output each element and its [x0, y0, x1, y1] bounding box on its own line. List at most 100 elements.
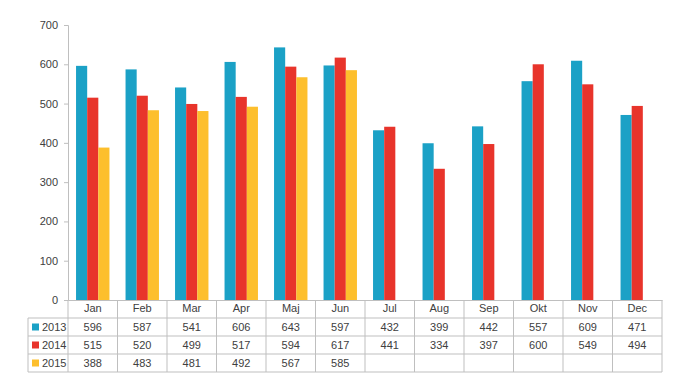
table-value: 397: [480, 339, 498, 351]
x-tick: Jul: [383, 300, 397, 314]
y-tick-mark: [64, 143, 68, 144]
bar: [87, 98, 98, 300]
table-value: 541: [183, 321, 201, 333]
data-table: 2013596587541606643597432399442557609471…: [28, 300, 662, 372]
table-value: 441: [381, 339, 399, 351]
table-value: 494: [628, 339, 646, 351]
table-value: 442: [480, 321, 498, 333]
bar: [285, 67, 296, 300]
x-tick-label: Jul: [383, 302, 397, 314]
bar: [197, 111, 208, 300]
table-value: 492: [232, 357, 250, 369]
y-tick-label: 0: [52, 294, 58, 306]
table-value: 515: [84, 339, 102, 351]
y-tick: 400: [40, 137, 68, 149]
x-tick: Aug: [429, 300, 449, 314]
bar: [335, 58, 346, 300]
y-tick-mark: [64, 182, 68, 183]
y-tick-label: 700: [40, 19, 58, 31]
x-tick-label: Aug: [429, 302, 449, 314]
table-line: [612, 300, 613, 372]
table-value: 432: [381, 321, 399, 333]
legend-key: [32, 360, 39, 367]
table-value: 609: [579, 321, 597, 333]
y-tick: 0: [52, 294, 68, 306]
x-tick: Maj: [282, 300, 300, 314]
bar: [384, 127, 395, 300]
table-line: [28, 318, 662, 319]
x-tick-label: Okt: [530, 302, 547, 314]
legend-label: 2014: [42, 339, 66, 351]
y-tick-mark: [64, 300, 68, 301]
y-tick-mark: [64, 64, 68, 65]
table-value: 549: [579, 339, 597, 351]
table-value: 597: [331, 321, 349, 333]
table-line: [464, 300, 465, 372]
x-tick: Dec: [627, 300, 647, 314]
bar: [296, 77, 307, 300]
table-line: [28, 318, 29, 372]
bar: [324, 65, 335, 300]
y-tick-label: 400: [40, 137, 58, 149]
x-tick-label: Mar: [182, 302, 201, 314]
y-tick-label: 100: [40, 255, 58, 267]
table-value: 617: [331, 339, 349, 351]
x-tick-label: Sep: [479, 302, 499, 314]
table-value: 334: [430, 339, 448, 351]
bar: [571, 61, 582, 300]
x-tick-label: Nov: [578, 302, 598, 314]
table-line: [266, 300, 267, 372]
bar: [621, 115, 632, 300]
table-line: [414, 300, 415, 372]
y-tick-mark: [64, 104, 68, 105]
bar: [175, 87, 186, 300]
table-line: [167, 300, 168, 372]
bar: [236, 97, 247, 300]
x-tick: Apr: [233, 300, 250, 314]
bar: [247, 107, 258, 300]
table-value: 606: [232, 321, 250, 333]
x-tick-label: Apr: [233, 302, 250, 314]
y-tick: 600: [40, 58, 68, 70]
bar: [137, 96, 148, 300]
table-value: 594: [282, 339, 300, 351]
table-value: 520: [133, 339, 151, 351]
x-tick: Feb: [133, 300, 152, 314]
table-value: 499: [183, 339, 201, 351]
table-line: [28, 336, 662, 337]
x-tick-label: Jan: [84, 302, 102, 314]
table-line: [28, 372, 662, 373]
y-tick-label: 300: [40, 176, 58, 188]
bar: [632, 106, 643, 300]
bar: [522, 81, 533, 300]
y-axis-line: [64, 26, 69, 301]
legend-label: 2015: [42, 357, 66, 369]
table-line: [28, 354, 662, 355]
table-value: 557: [529, 321, 547, 333]
table-value: 481: [183, 357, 201, 369]
y-tick: 300: [40, 176, 68, 188]
legend-label: 2013: [42, 321, 66, 333]
y-tick: 500: [40, 98, 68, 110]
y-tick: 100: [40, 255, 68, 267]
bar: [533, 64, 544, 300]
y-tick-mark: [64, 25, 68, 26]
table-value: 567: [282, 357, 300, 369]
bars: [76, 47, 643, 300]
table-value: 596: [84, 321, 102, 333]
y-tick-label: 200: [40, 215, 58, 227]
y-tick: 700: [40, 19, 68, 31]
bar: [346, 70, 357, 300]
legend-key: [32, 324, 39, 331]
bar: [373, 130, 384, 300]
table-value: 483: [133, 357, 151, 369]
bar: [472, 126, 483, 300]
table-line: [117, 300, 118, 372]
x-tick-label: Feb: [133, 302, 152, 314]
table-value: 643: [282, 321, 300, 333]
y-tick: 200: [40, 215, 68, 227]
table-value: 399: [430, 321, 448, 333]
x-tick-label: Jun: [331, 302, 349, 314]
bar: [434, 169, 445, 300]
y-axis: 0 100 200 300 400 500 600 700: [40, 19, 69, 306]
